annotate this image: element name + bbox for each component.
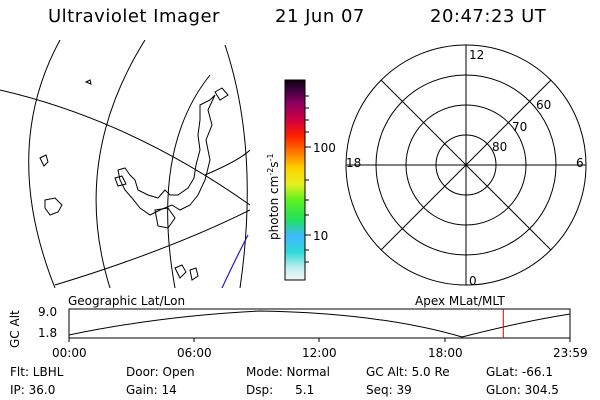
coastline-island-6 xyxy=(174,264,187,279)
status-flt: Flt: LBHL xyxy=(10,365,64,379)
instrument-title: Ultraviolet Imager xyxy=(48,6,220,27)
coastline-island-7 xyxy=(189,267,199,281)
altitude-y-min: 1.8 xyxy=(38,326,58,340)
coastline-island-2 xyxy=(44,197,63,216)
altitude-y-max: 9.0 xyxy=(38,305,58,319)
apex-panel-label: Apex MLat/MLT xyxy=(415,294,505,308)
lat-line-1 xyxy=(0,89,250,206)
status-glat: GLat: -66.1 xyxy=(486,365,553,379)
lon-arc-2 xyxy=(95,40,146,288)
lon-arc-3 xyxy=(167,74,211,288)
status-dsp: Dsp: 5.1 xyxy=(246,383,315,397)
x-tick-2359: 23:59 xyxy=(553,346,588,360)
mlt-label-6: 6 xyxy=(576,156,584,170)
coastline-island-4 xyxy=(84,79,92,85)
status-gc-alt: GC Alt: 5.0 Re xyxy=(366,365,450,379)
status-gain: Gain: 14 xyxy=(126,383,177,397)
colorbar-tick-label-100: 100 xyxy=(313,141,336,155)
coastline-island-3 xyxy=(214,87,229,101)
status-door: Door: Open xyxy=(126,365,195,379)
x-tick-1800: 18:00 xyxy=(428,346,463,360)
lat-line-3 xyxy=(204,149,250,176)
mlt-label-0: 0 xyxy=(469,274,477,288)
terminator-line xyxy=(221,234,249,288)
altitude-curve xyxy=(68,310,571,338)
x-tick-1200: 12:00 xyxy=(302,346,337,360)
altitude-y-label: GC Alt xyxy=(8,310,22,348)
coastline-antarctic-peninsula xyxy=(117,94,216,216)
lon-arc-4 xyxy=(224,44,248,288)
mlt-diagonal-2 xyxy=(380,79,552,251)
mlt-label-12: 12 xyxy=(469,48,485,62)
lat-line-2 xyxy=(54,209,250,286)
coastline-island-1 xyxy=(39,154,49,167)
colorbar-tick-label-10: 10 xyxy=(313,229,329,243)
date-label: 21 Jun 07 xyxy=(275,6,365,27)
lat-label-80: 80 xyxy=(492,140,508,154)
status-mode: Mode: Normal xyxy=(246,365,330,379)
lat-label-70: 70 xyxy=(512,120,528,134)
x-tick-0000: 00:00 xyxy=(52,346,87,360)
lon-arc-1 xyxy=(28,40,61,288)
coastline-island-8 xyxy=(114,175,127,187)
status-ip: IP: 36.0 xyxy=(10,383,56,397)
time-label: 20:47:23 UT xyxy=(430,6,547,27)
lat-label-60: 60 xyxy=(536,98,552,112)
mlt-label-18: 18 xyxy=(346,156,362,170)
coastline-island-5 xyxy=(154,207,176,229)
status-seq: Seq: 39 xyxy=(366,383,412,397)
x-tick-0600: 06:00 xyxy=(177,346,212,360)
status-glon: GLon: 304.5 xyxy=(486,383,559,397)
geographic-panel-label: Geographic Lat/Lon xyxy=(68,294,186,308)
